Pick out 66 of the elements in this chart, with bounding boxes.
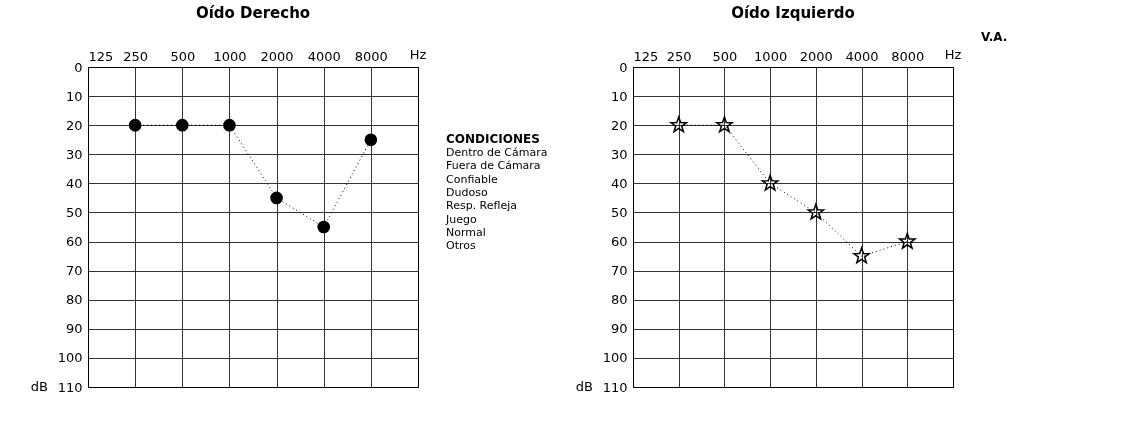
y-tick-label: 20	[610, 117, 628, 133]
y-tick-label: 0	[619, 59, 628, 75]
y-tick-label: 100	[57, 350, 83, 366]
x-tick-label: 2000	[260, 48, 294, 64]
y-tick-label: 30	[610, 146, 628, 162]
y-tick-label: 70	[610, 263, 628, 279]
y-tick-label: 110	[602, 379, 628, 395]
text: Fuera de Cámara	[446, 159, 541, 173]
y-tick-label: 90	[65, 321, 83, 337]
x-tick-label: 4000	[845, 48, 879, 64]
y-tick-label: 80	[65, 292, 83, 308]
y-tick-label: 0	[74, 59, 83, 75]
point	[175, 118, 189, 132]
y-tick-label: 60	[610, 234, 628, 250]
text: V.A.	[981, 30, 1008, 45]
x-tick-label: 1000	[754, 48, 788, 64]
text: Confiable	[446, 172, 499, 186]
y-tick-label: 100	[602, 350, 628, 366]
text: Dudoso	[446, 186, 488, 199]
y-tick-label: 70	[65, 263, 83, 279]
text: Juego	[445, 212, 477, 226]
y-tick-label: 30	[65, 146, 83, 162]
x-tick-label: 8000	[354, 48, 388, 64]
x-tick-label: 250	[123, 48, 149, 64]
point	[364, 133, 378, 147]
x-axis-title: Hz	[409, 47, 427, 62]
y-axis-title: dB	[30, 379, 48, 394]
x-tick-label: 1000	[213, 48, 247, 64]
y-tick-label: 40	[610, 175, 628, 191]
y-axis-title: dB	[575, 379, 593, 394]
point	[807, 203, 825, 220]
y-tick-label: 60	[65, 234, 83, 250]
point	[270, 191, 283, 205]
point	[716, 116, 733, 133]
y-tick-label: 80	[610, 292, 628, 308]
x-tick-label: 125	[88, 48, 114, 64]
text: Otros	[446, 239, 476, 253]
point	[898, 232, 916, 249]
chart-title: Oído Derecho	[195, 4, 311, 22]
chart-title: Oído Izquierdo	[731, 4, 855, 22]
y-tick-label: 90	[610, 321, 628, 337]
text: Normal	[446, 226, 486, 239]
x-tick-label: 2000	[799, 48, 833, 64]
text: CONDICIONES	[446, 131, 540, 146]
point	[223, 118, 236, 132]
x-tick-label: 4000	[307, 48, 341, 64]
text: Dentro de Cámara	[446, 146, 548, 159]
point	[853, 247, 870, 264]
point	[128, 118, 142, 132]
y-tick-label: 50	[610, 204, 628, 220]
y-tick-label: 10	[65, 88, 83, 104]
x-tick-label: 125	[633, 48, 659, 64]
point	[761, 174, 779, 191]
y-tick-label: 40	[65, 175, 83, 191]
y-tick-label: 10	[610, 88, 628, 104]
x-tick-label: 500	[712, 48, 738, 64]
y-tick-label: 20	[65, 117, 83, 133]
point	[317, 220, 331, 234]
point	[670, 116, 688, 133]
x-tick-label: 8000	[891, 48, 925, 64]
x-axis-title: Hz	[944, 47, 962, 62]
x-tick-label: 250	[666, 48, 692, 64]
y-tick-label: 50	[65, 204, 83, 220]
x-tick-label: 500	[170, 48, 196, 64]
y-tick-label: 110	[57, 379, 83, 395]
text: Resp. Refleja	[446, 199, 518, 213]
